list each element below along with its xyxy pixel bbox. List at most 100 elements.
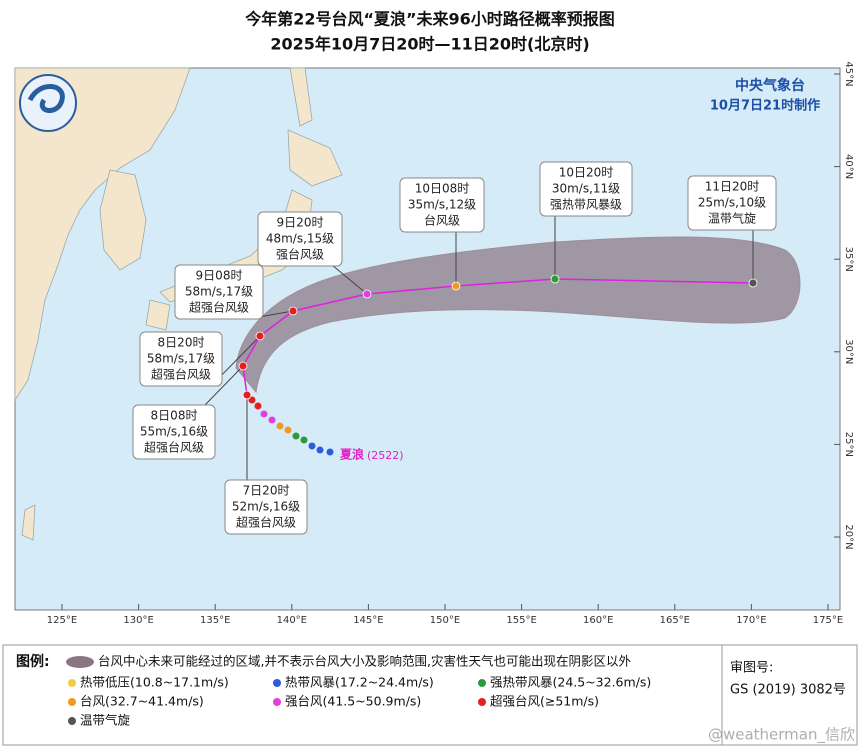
legend-item: 强台风(41.5~50.9m/s) [285, 694, 421, 709]
legend-item: 超强台风(≥51m/s) [490, 694, 599, 709]
annotation-box [174, 264, 264, 320]
lon-label: 150°E [430, 615, 460, 626]
lat-label: 35°N [843, 247, 854, 272]
annotation-level: 超强台风级 [151, 367, 211, 382]
lat-label: 40°N [843, 154, 854, 179]
lat-label: 30°N [843, 339, 854, 364]
annotation-wind: 58m/s,17级 [147, 352, 215, 366]
annotation-wind: 35m/s,12级 [408, 198, 476, 212]
lon-label: 160°E [583, 615, 613, 626]
lon-label: 135°E [200, 615, 230, 626]
annotation-box [139, 331, 223, 387]
review-label: 审图号: [730, 661, 773, 676]
title: 今年第22号台风“夏浪”未来96小时路径概率预报图 [244, 10, 615, 29]
lat-label: 25°N [843, 432, 854, 457]
legend-cone-text: 台风中心未来可能经过的区域,并不表示台风大小及影响范围,灾害性天气也可能出现在阴… [98, 654, 631, 669]
probability-cone [235, 236, 801, 394]
legend-item: 台风(32.7~41.4m/s) [80, 694, 204, 709]
forecast-point [242, 390, 252, 400]
lon-label: 175°E [813, 615, 843, 626]
legend-dot [68, 679, 76, 687]
annotation-box [257, 211, 343, 267]
legend-item: 温带气旋 [80, 713, 131, 728]
forecast-point [362, 289, 372, 299]
annotation-level: 超强台风级 [236, 515, 296, 530]
map-layer: 125°E 130°E 135°E 140°E 145°E 150°E 155°E 160°E… [47, 61, 854, 626]
annotation-time: 11日20时 [705, 180, 760, 194]
lon-label: 125°E [47, 615, 77, 626]
annotation-box [399, 177, 485, 233]
typhoon-code: (2522) [367, 449, 404, 462]
legend-dot [478, 698, 486, 706]
annotation-time: 7日20时 [243, 484, 290, 498]
past-track-point [254, 402, 262, 410]
lat-label: 20°N [843, 524, 854, 549]
past-track-point [248, 396, 256, 404]
review-number: GS (2019) 3082号 [730, 683, 846, 698]
agency-name: 中央气象台 [735, 77, 805, 94]
annotation-box [539, 161, 633, 217]
annotation-wind: 25m/s,10级 [698, 196, 766, 210]
legend-title: 图例: [16, 653, 50, 670]
annotation-time: 8日20时 [158, 336, 205, 350]
annotation-box [687, 175, 777, 231]
lon-label: 155°E [506, 615, 536, 626]
forecast-point [255, 331, 265, 341]
past-track-point [326, 448, 334, 456]
annotation-level: 台风级 [424, 213, 460, 228]
annotation-level: 超强台风级 [144, 440, 204, 455]
agency-made: 10月7日21时制作 [710, 98, 820, 114]
past-track-point [292, 432, 300, 440]
forecast-point [238, 361, 248, 371]
forecast-point [288, 306, 298, 316]
annotation-wind: 48m/s,15级 [266, 232, 334, 246]
legend-box [2, 644, 858, 746]
legend-dot [478, 679, 486, 687]
annotation-wind: 55m/s,16级 [140, 425, 208, 439]
legend-item: 热带风暴(17.2~24.4m/s) [285, 675, 434, 690]
forecast-point [550, 274, 560, 284]
forecast-point [748, 278, 758, 288]
lon-label: 165°E [660, 615, 690, 626]
lon-label: 145°E [353, 615, 383, 626]
annotation-box [132, 404, 216, 460]
annotation-time: 9日08时 [196, 269, 243, 283]
watermark: @weatherman_信欣 [708, 726, 855, 745]
past-track-point [268, 416, 276, 424]
annotation-pointer [204, 365, 244, 406]
annotation-wind: 30m/s,11级 [552, 182, 620, 196]
legend-cone-icon [66, 656, 94, 668]
forecast-track [242, 278, 754, 396]
subtitle: 2025年10月7日20时—11日20时(北京时) [270, 35, 589, 54]
lon-label: 140°E [277, 615, 307, 626]
past-track-point [260, 410, 268, 418]
annotation-level: 温带气旋 [708, 211, 756, 226]
annotation-time: 10日08时 [415, 182, 470, 196]
annotation-time: 8日08时 [151, 409, 198, 423]
lon-label: 170°E [736, 615, 766, 626]
past-track-point [300, 436, 308, 444]
annotation-wind: 52m/s,16级 [232, 500, 300, 514]
lon-label: 130°E [123, 615, 153, 626]
annotation-pointer [331, 264, 368, 295]
legend-dot [273, 698, 281, 706]
annotation-wind: 58m/s,17级 [185, 285, 253, 299]
logo [19, 74, 77, 132]
legend-item: 强热带风暴(24.5~32.6m/s) [490, 675, 651, 690]
lat-label: 45°N [843, 61, 854, 86]
past-track-point [316, 446, 324, 454]
annotation-level: 超强台风级 [189, 300, 249, 315]
legend-dot [273, 679, 281, 687]
legend-dot [68, 717, 76, 725]
past-track-point [308, 442, 316, 450]
annotation-time: 10日20时 [559, 166, 614, 180]
forecast-point [451, 281, 461, 291]
